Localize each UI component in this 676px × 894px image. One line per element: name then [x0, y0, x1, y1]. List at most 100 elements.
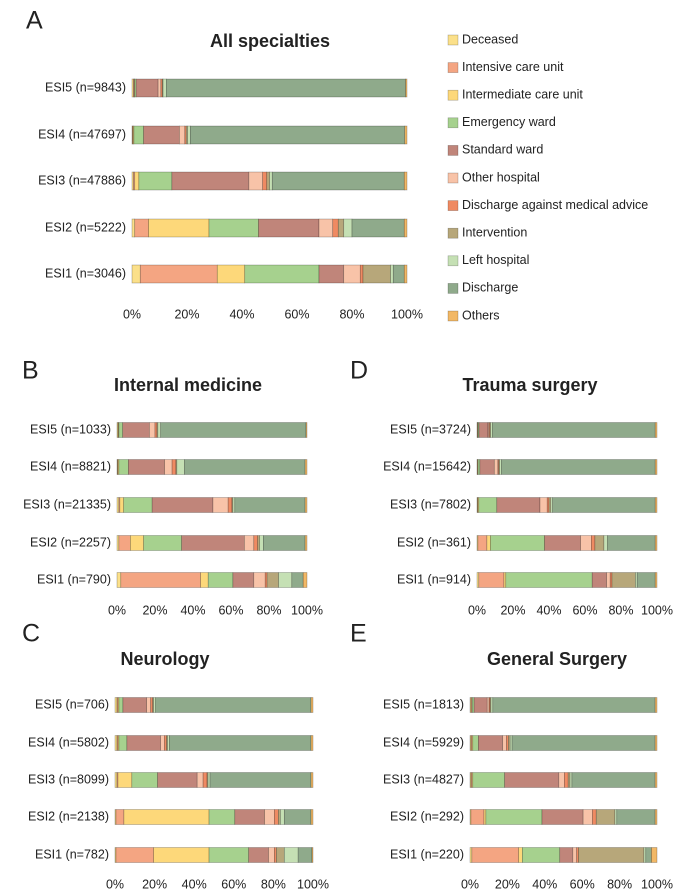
bar-segment [552, 497, 656, 513]
bar-segment [310, 697, 314, 713]
bar-segment [343, 218, 353, 238]
legend-swatch [447, 34, 459, 46]
bar-segment [184, 459, 306, 475]
bar-segment [123, 809, 210, 825]
bar-segment [212, 497, 229, 513]
legend-swatch [447, 255, 459, 267]
bar-segment [297, 847, 313, 863]
bar-segment [153, 847, 210, 863]
category-label: ESI4 (n=8821) [30, 459, 111, 473]
category-label: ESI1 (n=782) [35, 847, 109, 861]
bar-segment [157, 78, 162, 98]
bar-segment [202, 772, 208, 788]
category-label: ESI5 (n=3724) [390, 422, 471, 436]
bar-segment [403, 218, 408, 238]
bar-segment [187, 125, 191, 145]
bar-segment [283, 847, 299, 863]
bar-segment [274, 809, 279, 825]
bar-segment [590, 535, 596, 551]
bar-segment [471, 697, 475, 713]
bar-segment [539, 497, 548, 513]
bar-segment [343, 264, 361, 284]
legend-label: Intensive care unit [462, 60, 564, 74]
bar-segment [505, 572, 593, 588]
panel-letter: E [350, 620, 367, 648]
bar-segment [490, 422, 493, 438]
bar-segment [162, 78, 167, 98]
x-tick-label: 60% [570, 877, 595, 891]
legend-label: Intermediate care unit [462, 87, 583, 101]
bar-segment [544, 535, 581, 551]
category-label: ESI1 (n=220) [390, 847, 464, 861]
bar-segment [227, 497, 233, 513]
x-tick-label: 40% [182, 877, 207, 891]
bar-segment [472, 735, 479, 751]
legend-label: Others [462, 308, 500, 322]
bar-segment [304, 535, 308, 551]
bar-segment [492, 697, 656, 713]
bar-segment [244, 535, 255, 551]
bar-segment [611, 572, 636, 588]
bar-segment [200, 572, 209, 588]
bar-segment [268, 847, 275, 863]
bar-segment [123, 497, 153, 513]
bar-segment [155, 697, 312, 713]
bar-segment [477, 459, 481, 475]
legend-swatch [447, 117, 459, 129]
bar-segment [208, 847, 249, 863]
bar-segment [234, 809, 265, 825]
category-label: ESI2 (n=2257) [30, 535, 111, 549]
bar-segment [636, 572, 656, 588]
bar-segment [258, 218, 320, 238]
bar-segment [166, 78, 406, 98]
bar-segment [304, 459, 308, 475]
bar-segment [486, 535, 491, 551]
bar-segment [478, 497, 498, 513]
bar-segment [120, 572, 201, 588]
bar-segment [477, 535, 488, 551]
bar-segment [571, 772, 656, 788]
bar-segment [580, 535, 592, 551]
bar-segment [160, 422, 307, 438]
bar-segment [654, 422, 658, 438]
bar-segment [477, 422, 480, 438]
x-tick-label: 60% [572, 603, 597, 617]
category-label: ESI1 (n=914) [397, 572, 471, 586]
panel-letter: D [350, 357, 368, 385]
legend-swatch [447, 62, 459, 73]
bar-segment [310, 772, 314, 788]
bar-segment [207, 572, 234, 588]
category-label: ESI4 (n=5802) [28, 735, 109, 749]
bar-segment [310, 809, 314, 825]
bar-segment [405, 78, 408, 98]
x-tick-label: 20% [500, 603, 525, 617]
bar-segment [502, 735, 507, 751]
x-tick-label: 100% [291, 603, 323, 617]
bar-segment [234, 497, 306, 513]
category-label: ESI2 (n=361) [397, 535, 471, 549]
x-tick-label: 40% [536, 603, 561, 617]
bar-segment [157, 772, 198, 788]
category-label: ESI4 (n=47697) [38, 127, 126, 141]
bar-segment [654, 497, 658, 513]
category-label: ESI2 (n=292) [390, 809, 464, 823]
legend-label: Deceased [462, 32, 518, 46]
bar-segment [171, 459, 177, 475]
bar-segment [208, 809, 236, 825]
bar-segment [122, 422, 150, 438]
bar-segment [269, 171, 273, 191]
x-tick-label: 40% [532, 877, 557, 891]
panel-letter: A [26, 7, 43, 35]
bar-segment [148, 218, 210, 238]
bar-segment [118, 535, 131, 551]
bar-segment [262, 171, 268, 191]
legend-swatch [447, 89, 459, 101]
x-tick-label: 0% [123, 307, 141, 321]
bar-segment [403, 264, 408, 284]
bar-segment [117, 459, 120, 475]
bar-segment [118, 697, 124, 713]
bar-segment [253, 535, 258, 551]
bar-segment [135, 78, 159, 98]
bar-segment [470, 809, 485, 825]
bar-segment [337, 218, 345, 238]
